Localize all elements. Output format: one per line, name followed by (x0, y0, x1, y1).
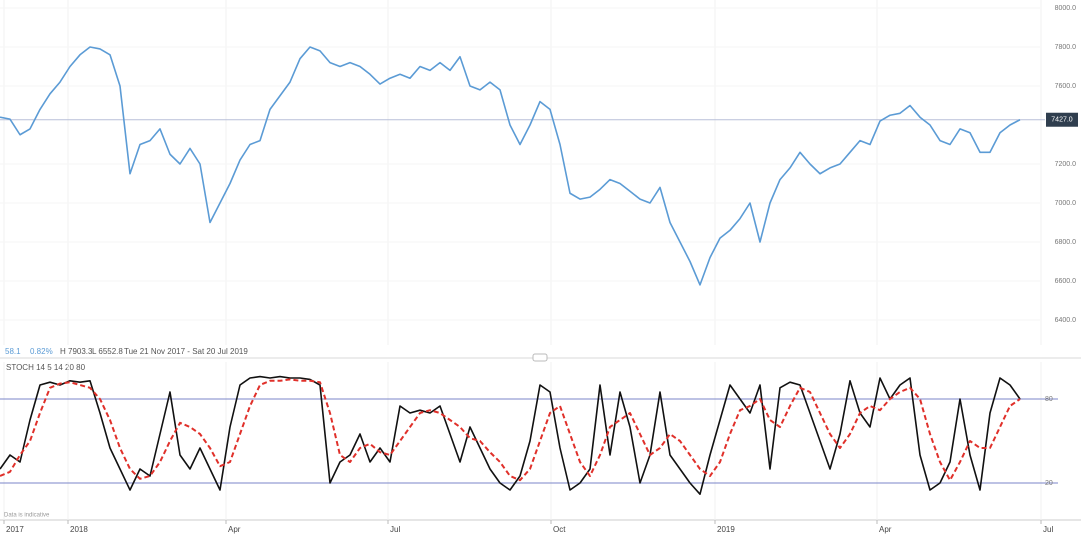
info-change: 0.82% (30, 347, 53, 356)
info-range: Tue 21 Nov 2017 - Sat 20 Jul 2019 (124, 347, 248, 356)
x-tick-label: Jul (390, 525, 400, 534)
panel-handle[interactable] (532, 353, 548, 362)
y-tick-label: 6800.0 (1055, 239, 1077, 246)
y-tick-label: 8000.0 (1055, 5, 1077, 12)
series-line (0, 378, 1021, 482)
y-tick-label: 80 (1045, 396, 1053, 403)
series-line (0, 375, 1021, 495)
last-value-label: 7427.0 (1051, 117, 1073, 124)
x-tick-label: 2019 (717, 525, 735, 534)
x-tick-label: Apr (228, 525, 241, 534)
note: Data is indicative (4, 513, 50, 519)
y-tick-label: 7000.0 (1055, 200, 1077, 207)
last-value-box (1046, 112, 1078, 127)
x-tick-label: 2017 (6, 525, 24, 534)
y-tick-label: 20 (1045, 480, 1053, 487)
y-tick-label: 6400.0 (1055, 317, 1077, 324)
info-high: H 7903.3 (60, 347, 93, 356)
indicator-title[interactable]: STOCH 14 5 14 20 80 (6, 363, 86, 372)
y-tick-label: 7800.0 (1055, 44, 1077, 51)
info-value: 58.1 (5, 347, 21, 356)
x-tick-label: Apr (879, 525, 892, 534)
y-tick-label: 7600.0 (1055, 83, 1077, 90)
y-tick-label: 7200.0 (1055, 161, 1077, 168)
y-tick-label: 6600.0 (1055, 278, 1077, 285)
series-line (0, 46, 1021, 286)
info-low: L 6552.8 (92, 347, 123, 356)
x-tick-label: Jul (1043, 525, 1053, 534)
x-tick-label: Oct (553, 525, 566, 534)
x-tick-label: 2018 (70, 525, 88, 534)
